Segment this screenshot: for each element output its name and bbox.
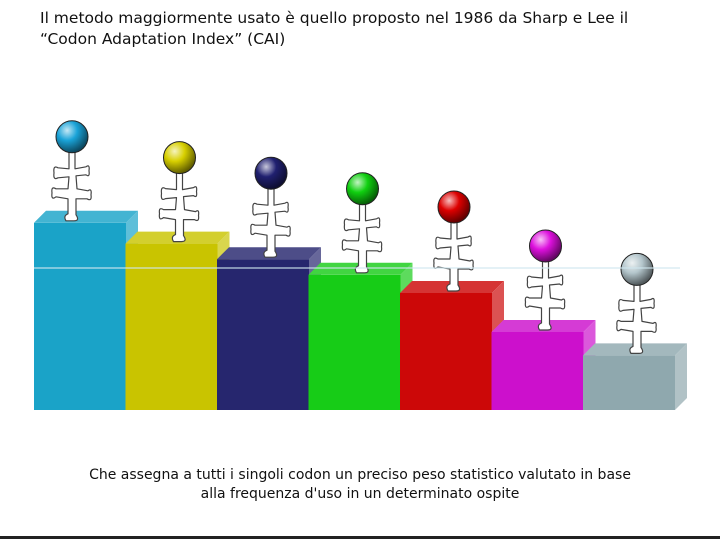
bar-red-front: [400, 293, 492, 410]
bar-cyan: [34, 210, 138, 410]
trna-figure-5: [433, 220, 474, 292]
trna-body-5: [433, 220, 474, 292]
ball-5: [437, 190, 471, 224]
bar-green-front: [308, 274, 401, 410]
bar-cyan-top: [34, 210, 138, 223]
caption-line-2: alla frequenza d'uso in un determinato o…: [200, 486, 520, 502]
trna-body-2: [158, 171, 200, 243]
bar-red: [400, 281, 504, 410]
bar-navy-front: [217, 259, 309, 410]
caption-line-1: Che assegna a tutti i singoli codon un p…: [89, 467, 631, 483]
bar-grey: [583, 343, 687, 410]
slide-title: Il metodo maggiormente usato è quello pr…: [40, 9, 629, 48]
trna-body-3: [250, 186, 291, 258]
bar-grey-front: [583, 355, 675, 410]
slide-caption: Che assegna a tutti i singoli codon un p…: [40, 466, 680, 504]
bar-magenta-front: [491, 332, 584, 410]
bar-grey-side: [675, 343, 687, 410]
bar-magenta: [491, 320, 596, 410]
trna-figure-2: [158, 171, 200, 243]
ball-1: [55, 120, 89, 154]
trna-figure-4: [341, 202, 383, 274]
ball-3: [254, 156, 288, 190]
trna-figure-1: [51, 150, 92, 222]
bottom-rule: [0, 536, 720, 539]
ball-2: [163, 141, 196, 175]
ball-6: [529, 229, 562, 263]
ball-4: [346, 172, 379, 206]
trna-figure-6: [524, 259, 566, 331]
trna-body-4: [341, 202, 383, 274]
trna-body-6: [524, 259, 566, 331]
ball-7: [620, 252, 654, 286]
bar-yellow-front: [125, 243, 218, 410]
bar-navy: [217, 247, 321, 410]
trna-body-7: [616, 282, 657, 354]
trna-figure-3: [250, 186, 291, 258]
bar-cyan-front: [34, 222, 126, 410]
trna-body-1: [51, 150, 92, 222]
trna-figure-7: [616, 282, 657, 354]
bar-yellow: [125, 231, 230, 410]
bar-green: [308, 262, 413, 410]
